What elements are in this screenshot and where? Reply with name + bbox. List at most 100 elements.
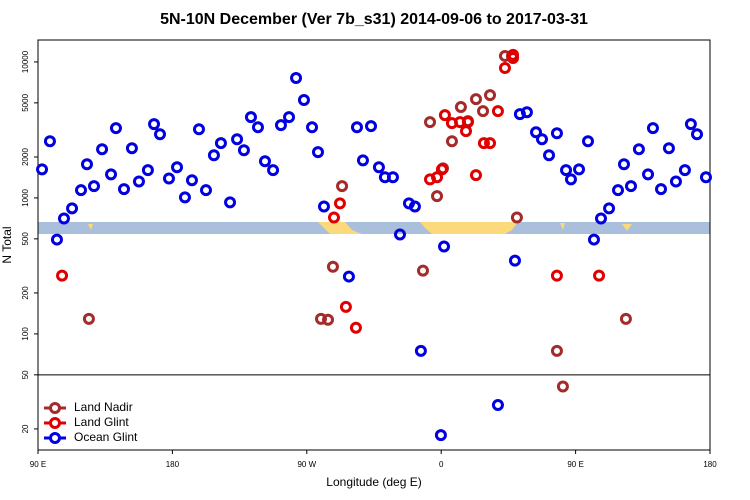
- point: [162, 172, 175, 185]
- point: [564, 173, 577, 186]
- x-axis-label: Longitude (deg E): [326, 475, 421, 489]
- y-tick-label: 500: [21, 232, 30, 246]
- point: [646, 122, 659, 135]
- point: [118, 183, 131, 196]
- point: [43, 135, 56, 148]
- y-axis-label: N Total: [0, 226, 14, 263]
- point: [461, 116, 474, 129]
- y-tick-label: 5000: [21, 93, 30, 111]
- y-tick-label: 200: [21, 286, 30, 300]
- point: [445, 135, 458, 148]
- point: [484, 89, 497, 102]
- point: [75, 184, 88, 197]
- legend-label: Land Nadir: [74, 400, 133, 414]
- point: [491, 398, 504, 411]
- y-tick-label: 1000: [21, 188, 30, 206]
- x-tick-label: 90 E: [30, 460, 46, 469]
- point: [393, 228, 406, 241]
- point: [200, 184, 212, 197]
- legend-marker: [49, 432, 61, 444]
- point: [317, 200, 330, 213]
- point: [192, 123, 205, 136]
- point: [454, 101, 467, 114]
- point: [336, 180, 349, 193]
- point: [290, 71, 303, 84]
- point: [669, 175, 682, 188]
- point: [594, 212, 607, 225]
- point: [342, 270, 355, 283]
- land-strip: [318, 222, 362, 234]
- point: [148, 118, 161, 131]
- point: [593, 269, 606, 282]
- point: [258, 155, 271, 168]
- point: [82, 312, 95, 325]
- point: [386, 171, 399, 184]
- x-tick-label: 180: [703, 460, 717, 469]
- point: [520, 106, 533, 119]
- point: [507, 51, 520, 64]
- point: [306, 121, 319, 134]
- point: [333, 197, 346, 210]
- point: [510, 211, 523, 224]
- point: [414, 344, 427, 357]
- point: [424, 116, 436, 129]
- point: [207, 149, 220, 162]
- point: [231, 133, 244, 146]
- point: [655, 183, 668, 196]
- point: [57, 212, 70, 225]
- point: [349, 321, 362, 334]
- point: [678, 164, 691, 177]
- legend-marker: [49, 402, 61, 414]
- point: [56, 269, 69, 282]
- point: [237, 144, 250, 157]
- point: [469, 169, 482, 182]
- legend-label: Ocean Glint: [74, 430, 138, 444]
- point: [365, 120, 378, 133]
- point: [438, 240, 451, 253]
- legend-label: Land Glint: [74, 415, 129, 429]
- point: [612, 184, 625, 197]
- map-strip: [38, 222, 710, 234]
- y-tick-label: 10000: [21, 50, 30, 73]
- point: [96, 143, 109, 156]
- point: [36, 163, 49, 176]
- point: [619, 312, 632, 325]
- point: [469, 93, 482, 106]
- y-tick-label: 20: [21, 424, 30, 433]
- point: [251, 121, 264, 134]
- point: [438, 109, 451, 122]
- point: [154, 128, 167, 141]
- point: [132, 175, 145, 188]
- point: [550, 269, 563, 282]
- point: [491, 105, 504, 118]
- point: [617, 158, 630, 171]
- point: [642, 168, 655, 181]
- point: [109, 122, 122, 135]
- point: [435, 163, 448, 176]
- point: [171, 161, 184, 174]
- point: [297, 93, 310, 106]
- x-tick-label: 0: [439, 460, 444, 469]
- point: [477, 105, 490, 118]
- y-tick-label: 2000: [21, 148, 30, 166]
- point: [178, 191, 191, 204]
- point: [581, 135, 594, 148]
- point: [587, 233, 600, 246]
- land-strip: [420, 222, 518, 234]
- land-strip: [88, 224, 93, 230]
- point: [105, 168, 118, 181]
- y-tick-label: 50: [21, 370, 30, 379]
- legend-marker: [49, 417, 61, 429]
- point: [327, 211, 340, 224]
- point: [536, 133, 548, 146]
- point: [625, 180, 638, 193]
- point: [88, 180, 100, 193]
- ocean-strip: [38, 222, 710, 234]
- point: [699, 171, 712, 184]
- point: [314, 312, 327, 325]
- point: [274, 119, 287, 132]
- point: [50, 233, 63, 246]
- point: [508, 254, 521, 267]
